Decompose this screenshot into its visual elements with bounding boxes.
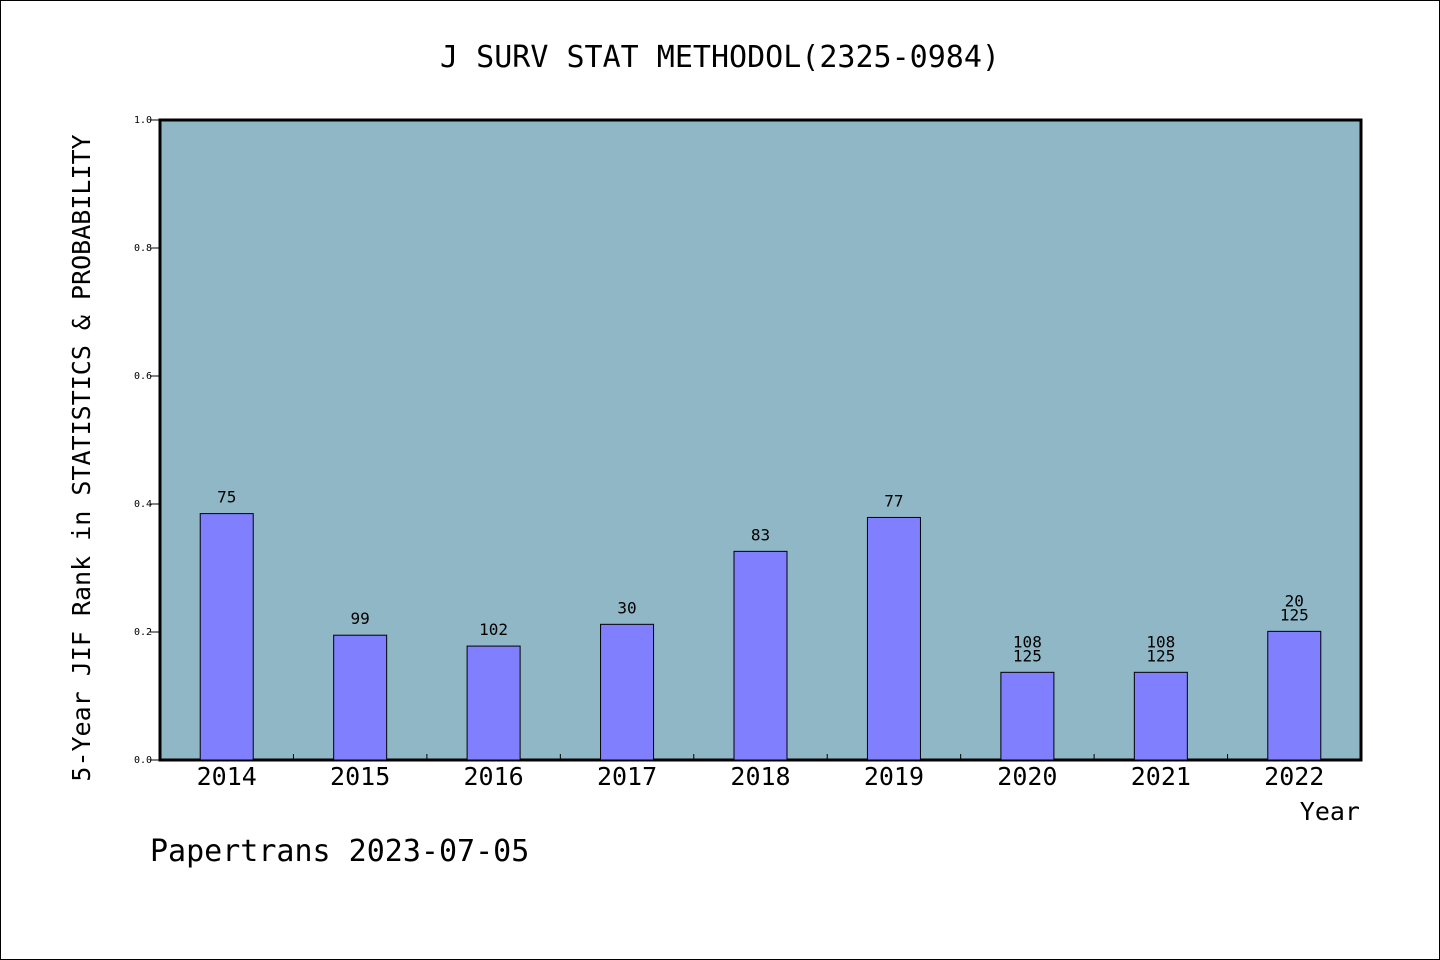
- x-tick-label: 2021: [1131, 762, 1191, 791]
- bar: [733, 550, 788, 761]
- bar-value-label: 20: [1285, 591, 1304, 610]
- bar-value-label: 75: [217, 488, 236, 507]
- x-tick-label: 2022: [1264, 762, 1324, 791]
- y-tick-label: 0.4: [134, 499, 152, 510]
- bar: [333, 634, 388, 761]
- bar-value-label: 30: [617, 598, 636, 617]
- bar: [1133, 671, 1188, 761]
- bar-value-label: 77: [884, 491, 903, 510]
- footer-note: Papertrans 2023-07-05: [150, 834, 530, 869]
- y-tick-label: 0.8: [134, 243, 152, 254]
- y-tick-label: 1.0: [134, 115, 152, 126]
- bar: [466, 645, 521, 761]
- bar: [199, 513, 254, 761]
- bar-value-label: 125: [1280, 605, 1309, 624]
- bar: [1000, 671, 1055, 761]
- x-tick-label: 2018: [730, 762, 790, 791]
- x-tick-label: 2014: [197, 762, 257, 791]
- bars-group: [199, 513, 1322, 761]
- x-tick-label: 2015: [330, 762, 390, 791]
- y-tick-label: 0.6: [134, 371, 152, 382]
- bar-value-label: 99: [351, 609, 370, 628]
- x-tick-label: 2019: [864, 762, 924, 791]
- bar-value-label: 108: [1146, 632, 1175, 651]
- bar-value-label: 102: [479, 620, 508, 639]
- bar-value-label: 108: [1013, 632, 1042, 651]
- x-axis-label: Year: [1300, 797, 1360, 826]
- bar: [866, 516, 921, 761]
- x-axis: 2014 2015 2016 2017 2018 2019 2020 2021 2022: [197, 754, 1324, 791]
- bar-value-label: 83: [751, 525, 770, 544]
- x-tick-label: 2017: [597, 762, 657, 791]
- bar: [600, 623, 655, 761]
- y-tick-label: 0.2: [134, 627, 152, 638]
- chart-title: J SURV STAT METHODOL(2325-0984): [440, 40, 1000, 75]
- x-tick-label: 2016: [464, 762, 524, 791]
- y-tick-label: 0.0: [134, 755, 152, 766]
- bar-value-label: 125: [1146, 646, 1175, 665]
- y-axis-label: 5-Year JIF Rank in STATISTICS & PROBABIL…: [67, 134, 96, 781]
- bar: [1267, 630, 1322, 761]
- x-tick-label: 2020: [997, 762, 1057, 791]
- y-axis: 0.0 0.2 0.4 0.6 0.8 1.0: [134, 115, 160, 766]
- bar-value-label: 125: [1013, 646, 1042, 665]
